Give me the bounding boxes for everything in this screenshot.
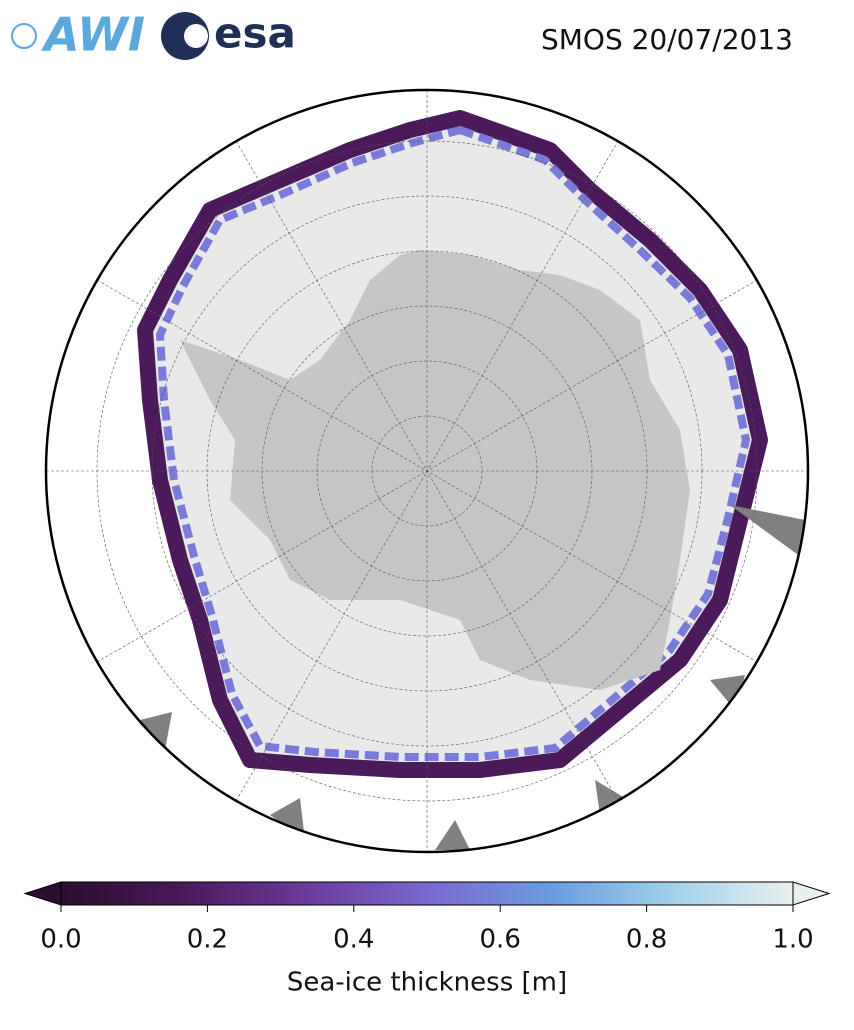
- awi-logo: AWI: [11, 8, 145, 62]
- ice-edge: [155, 125, 751, 761]
- graticule: [46, 90, 808, 852]
- colorbar-tick-label: 0.8: [626, 925, 667, 955]
- title: SMOS 20/07/2013: [541, 23, 793, 56]
- esa-text: esa: [214, 9, 296, 58]
- colorbar-extend-high: [792, 881, 831, 906]
- colorbar-tick-label: 1.0: [772, 925, 813, 955]
- colorbar-tick-label: 0.0: [40, 925, 81, 955]
- map-frame: [44, 88, 810, 854]
- colorbar-bar: [60, 881, 794, 906]
- colorbar-tick-label: 0.6: [480, 925, 521, 955]
- map: [46, 90, 808, 852]
- awi-text: AWI: [41, 8, 145, 62]
- colorbar: [23, 881, 831, 912]
- antarctica: [180, 250, 690, 690]
- colorbar-extend-low: [23, 881, 62, 906]
- colorbar-tick-label: 0.2: [187, 925, 228, 955]
- colorbar-label: Sea-ice thickness [m]: [287, 968, 567, 998]
- esa-logo: esa: [161, 9, 296, 60]
- colorbar-tick-label: 0.4: [333, 925, 374, 955]
